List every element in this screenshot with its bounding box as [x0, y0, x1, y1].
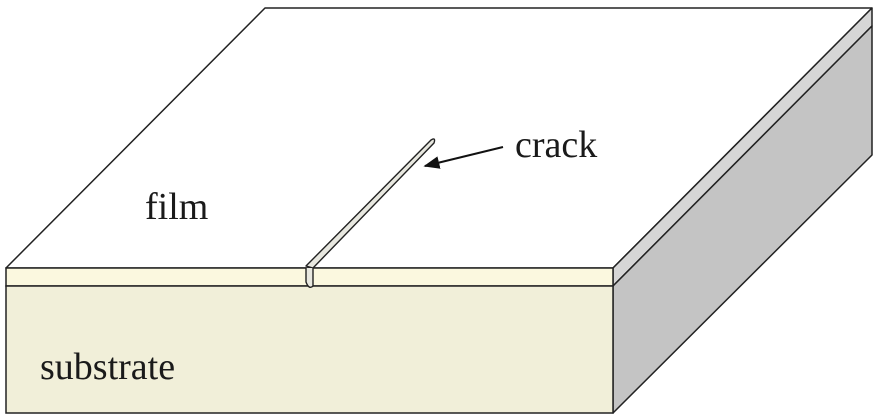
film-label: film [145, 186, 208, 228]
substrate-label: substrate [40, 346, 175, 388]
crack-notch [305, 268, 314, 289]
crack-label: crack [515, 124, 597, 166]
crack-arrow [423, 146, 504, 169]
substrate-front-face [5, 285, 614, 414]
crack-groove [305, 138, 436, 269]
